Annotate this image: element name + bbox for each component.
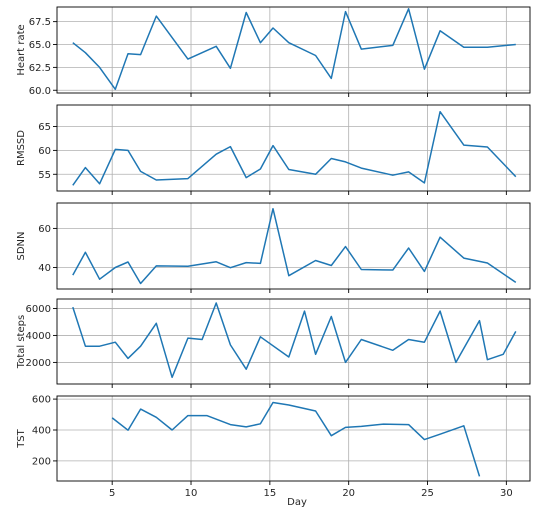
y-tick-label: 4000 [26,331,51,342]
y-tick-label: 2000 [26,358,51,369]
x-tick-label: 5 [109,488,115,499]
x-tick-label: 15 [263,488,276,499]
series-line [72,8,516,91]
panel-3: 40 60 SDNN [16,202,531,293]
y-tick-label: 200 [32,456,51,467]
panel-5: 200 400 600 TST 5 10 15 20 25 30 [16,395,531,499]
y-tick-label: 40 [38,263,51,274]
y-tick-label: 55 [38,170,51,181]
y-axis-label: Heart rate [16,24,27,75]
plot-frame [56,395,531,482]
y-tick-label: 60 [38,224,51,235]
plot-frame [56,104,531,192]
y-tick-label: 65.0 [29,40,51,51]
plot-frame [56,6,531,94]
plot-frame [56,202,531,290]
y-tick-label: 65 [38,122,51,133]
y-axis-label: Total steps [16,315,27,369]
x-tick-label: 25 [421,488,434,499]
x-tick-label: 20 [342,488,355,499]
y-axis-label: SDNN [16,231,27,260]
y-tick-label: 6000 [26,304,51,315]
y-axis-label: RMSSD [16,130,27,166]
x-axis-label: Day [287,497,307,508]
plot-frame [56,298,531,385]
x-tick-label: 30 [500,488,513,499]
panel-2: 55 60 65 RMSSD [16,104,531,195]
y-axis-label: TST [16,428,27,448]
y-tick-label: 62.5 [29,63,51,74]
y-tick-label: 67.5 [29,17,51,28]
y-tick-label: 600 [32,395,51,406]
y-tick-label: 400 [32,426,51,437]
series-line [72,302,517,379]
y-tick-label: 60.0 [29,86,51,97]
series-line [72,207,517,285]
series-line [72,110,517,186]
y-tick-label: 60 [38,146,51,157]
x-tick-label: 10 [185,488,198,499]
series-line [111,401,481,477]
